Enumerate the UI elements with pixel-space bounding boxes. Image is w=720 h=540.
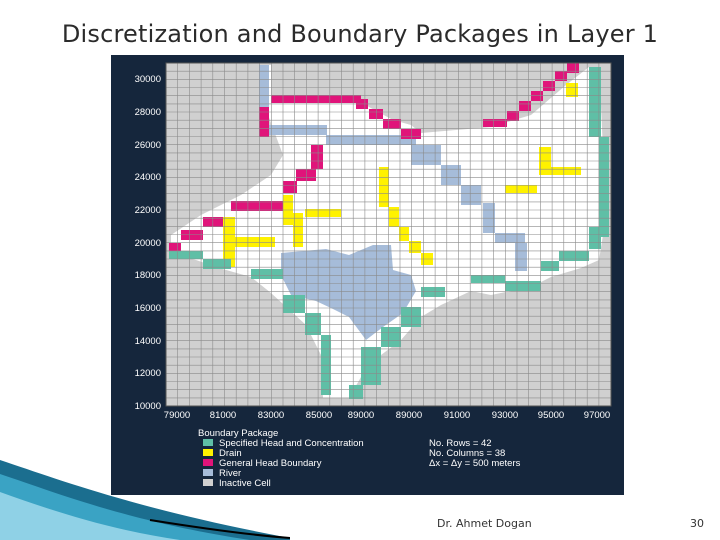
y-tick-label: 18000 bbox=[135, 270, 161, 281]
y-tick-label: 14000 bbox=[135, 336, 161, 347]
grid-info-rows: No. Rows = 42 bbox=[429, 438, 492, 449]
x-tick-label: 93000 bbox=[492, 410, 518, 421]
x-tick-label: 95000 bbox=[538, 410, 564, 421]
x-tick-label: 97000 bbox=[584, 410, 610, 421]
legend-label: Specified Head and Concentration bbox=[219, 438, 364, 449]
x-tick-label: 89000 bbox=[396, 410, 422, 421]
x-tick-label: 89000 bbox=[348, 410, 374, 421]
author-footer: Dr. Ahmet Dogan bbox=[437, 517, 532, 530]
x-tick-label: 81000 bbox=[210, 410, 236, 421]
y-tick-label: 30000 bbox=[135, 74, 161, 85]
x-tick-label: 85000 bbox=[306, 410, 332, 421]
legend-label: Drain bbox=[219, 448, 242, 459]
legend-title: Boundary Package bbox=[198, 428, 278, 439]
y-tick-label: 22000 bbox=[135, 205, 161, 216]
legend-swatch bbox=[203, 469, 213, 476]
model-grid-figure: 30000 28000 26000 24000 22000 20000 1800… bbox=[111, 55, 624, 495]
swoosh-pale-band bbox=[0, 492, 180, 540]
legend-label: Inactive Cell bbox=[219, 478, 271, 489]
y-tick-label: 12000 bbox=[135, 368, 161, 379]
legend-swatch bbox=[203, 449, 213, 456]
grid-info-columns: No. Columns = 38 bbox=[429, 448, 505, 459]
grid-info-spacing: Δx = Δy = 500 meters bbox=[429, 458, 521, 469]
x-tick-label: 83000 bbox=[258, 410, 284, 421]
y-tick-label: 24000 bbox=[135, 172, 161, 183]
legend: Boundary Package Specified Head and Conc… bbox=[198, 428, 521, 489]
legend-swatch bbox=[203, 479, 213, 486]
x-tick-label: 91000 bbox=[444, 410, 470, 421]
legend-label: General Head Boundary bbox=[219, 458, 322, 469]
decorative-swoosh bbox=[0, 460, 290, 540]
page-number: 30 bbox=[690, 517, 704, 530]
y-tick-label: 28000 bbox=[135, 107, 161, 118]
y-tick-label: 16000 bbox=[135, 303, 161, 314]
legend-swatch bbox=[203, 439, 213, 446]
y-axis-labels: 30000 28000 26000 24000 22000 20000 1800… bbox=[135, 74, 161, 412]
legend-swatch bbox=[203, 459, 213, 466]
swoosh-line bbox=[149, 519, 290, 539]
x-tick-label: 79000 bbox=[164, 410, 190, 421]
y-tick-label: 10000 bbox=[135, 401, 161, 412]
drain-cells bbox=[223, 83, 581, 267]
legend-label: River bbox=[219, 468, 241, 479]
slide-title: Discretization and Boundary Packages in … bbox=[61, 20, 659, 48]
grid-map-svg: 30000 28000 26000 24000 22000 20000 1800… bbox=[135, 62, 612, 489]
x-axis-labels: 79000 81000 83000 85000 89000 89000 9100… bbox=[164, 410, 610, 421]
general-head-boundary-cells bbox=[169, 63, 579, 253]
specified-head-cells bbox=[169, 67, 609, 399]
active-domain bbox=[171, 65, 603, 398]
y-tick-label: 26000 bbox=[135, 140, 161, 151]
map-border bbox=[165, 62, 612, 407]
y-tick-label: 20000 bbox=[135, 238, 161, 249]
